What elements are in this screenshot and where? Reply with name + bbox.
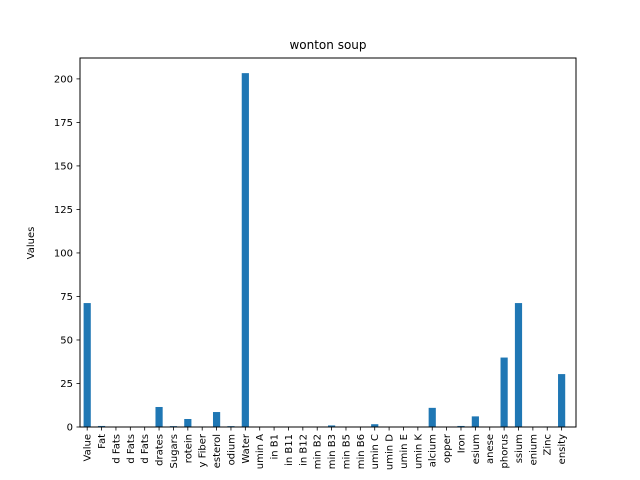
x-tick-label: min B2 bbox=[313, 434, 324, 469]
x-tick-label: umin D bbox=[385, 434, 396, 470]
bar bbox=[500, 357, 508, 427]
x-tick-label: anese bbox=[485, 434, 496, 464]
x-tick-label: in B12 bbox=[298, 434, 309, 466]
y-tick-label: 25 bbox=[60, 379, 73, 390]
bar bbox=[97, 425, 106, 427]
x-tick-label: min B3 bbox=[327, 434, 338, 469]
x-tick-label: umin C bbox=[370, 434, 381, 469]
bar bbox=[371, 424, 379, 427]
x-tick-label: y Fiber bbox=[198, 433, 209, 467]
bar bbox=[328, 425, 336, 427]
x-tick-label: d Fats bbox=[126, 434, 137, 464]
x-tick-label: min B5 bbox=[341, 434, 352, 469]
x-tick-label: umin K bbox=[413, 434, 424, 469]
bar bbox=[155, 406, 163, 427]
y-tick-label: 50 bbox=[60, 335, 73, 346]
y-tick-label: 125 bbox=[54, 205, 73, 216]
x-tick-label: Value bbox=[83, 434, 94, 461]
x-axis: Value Fat d Fats d Fats d Fats drates Sugars ro… bbox=[83, 427, 568, 470]
bar bbox=[514, 303, 523, 427]
x-tick-label: in B1 bbox=[270, 434, 281, 460]
bar bbox=[471, 416, 479, 427]
x-tick-label: enium bbox=[528, 434, 539, 465]
x-tick-label: Iron bbox=[456, 434, 467, 453]
x-tick-label: rotein bbox=[183, 434, 194, 463]
x-tick-label: d Fats bbox=[140, 434, 151, 464]
x-tick-label: ensity bbox=[557, 434, 568, 464]
x-tick-label: ssium bbox=[514, 434, 525, 463]
x-tick-label: Water bbox=[241, 433, 252, 463]
y-tick-label: 150 bbox=[54, 161, 73, 172]
x-tick-label: phorus bbox=[500, 434, 511, 468]
x-tick-label: umin A bbox=[255, 434, 266, 469]
bar bbox=[558, 374, 566, 427]
y-axis: 0 25 50 75 100 125 150 175 200 bbox=[54, 74, 80, 434]
bar bbox=[241, 73, 249, 428]
x-tick-label: min B6 bbox=[356, 434, 367, 469]
x-tick-label: umin E bbox=[399, 434, 410, 469]
x-tick-label: d Fats bbox=[111, 434, 122, 464]
bar bbox=[184, 418, 192, 427]
y-tick-label: 175 bbox=[54, 118, 73, 129]
bar bbox=[457, 425, 465, 427]
x-tick-label: esterol bbox=[212, 434, 223, 468]
bar bbox=[212, 412, 221, 427]
x-tick-label: in B11 bbox=[284, 434, 295, 466]
x-tick-label: odium bbox=[226, 434, 237, 465]
bar bbox=[83, 303, 91, 427]
y-axis-label: Values bbox=[26, 227, 37, 260]
y-tick-label: 200 bbox=[54, 74, 73, 85]
y-tick-label: 75 bbox=[60, 292, 73, 303]
plot-frame bbox=[79, 57, 577, 428]
chart-title: wonton soup bbox=[289, 38, 366, 52]
y-tick-label: 100 bbox=[54, 248, 73, 259]
x-tick-label: alcium bbox=[428, 434, 439, 467]
x-tick-label: Zinc bbox=[543, 434, 554, 455]
bar bbox=[428, 407, 436, 427]
x-tick-label: opper bbox=[442, 433, 453, 463]
x-tick-label: drates bbox=[155, 434, 166, 466]
x-tick-label: Sugars bbox=[169, 434, 180, 468]
x-tick-label: Fat bbox=[97, 434, 108, 449]
bars-group bbox=[83, 73, 566, 428]
x-tick-label: esium bbox=[471, 434, 482, 464]
y-tick-label: 0 bbox=[67, 423, 73, 434]
